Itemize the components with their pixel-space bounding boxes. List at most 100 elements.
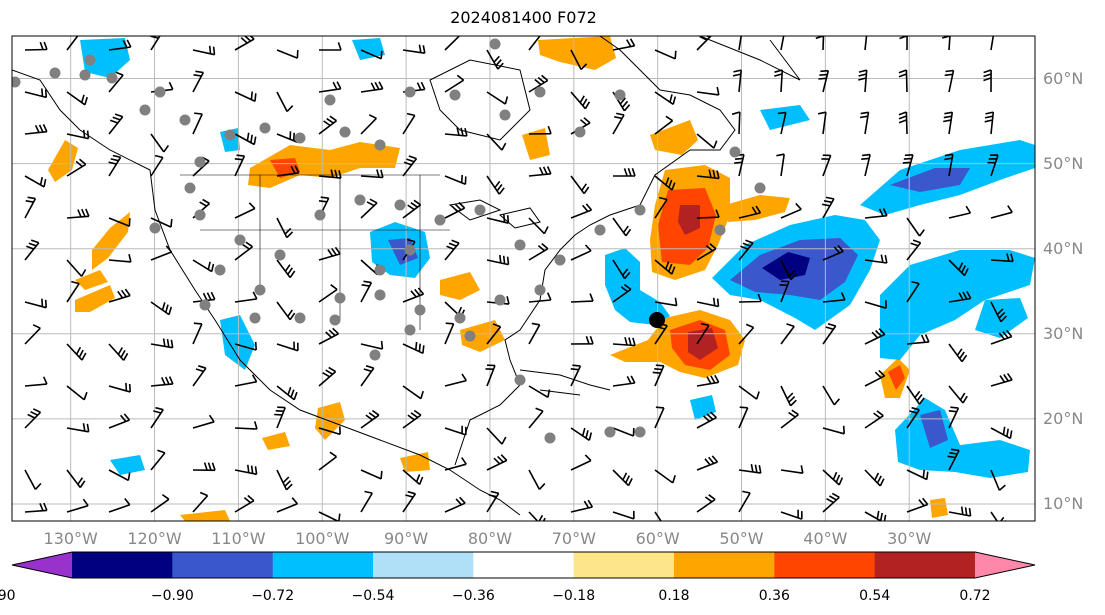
anomaly-blob xyxy=(688,328,718,360)
wind-barb xyxy=(818,69,830,93)
wind-barb xyxy=(108,469,131,482)
wind-barb xyxy=(486,214,510,224)
wind-barb xyxy=(654,175,676,191)
wind-barb xyxy=(192,70,205,93)
wind-barb xyxy=(780,509,803,520)
wind-barb xyxy=(990,426,1013,440)
wind-barb xyxy=(948,343,968,363)
wind-barb xyxy=(906,334,930,345)
wind-barb xyxy=(696,133,718,149)
wind-barb xyxy=(864,469,885,487)
wind-barb xyxy=(612,168,636,177)
station-marker xyxy=(154,86,166,98)
wind-barb xyxy=(696,242,717,261)
station-marker xyxy=(534,86,546,98)
wind-barb xyxy=(150,449,166,471)
wind-barb xyxy=(66,129,90,140)
anomaly-blob xyxy=(522,128,550,160)
wind-barb xyxy=(864,510,887,521)
anomaly-blob xyxy=(888,365,905,390)
wind-barb xyxy=(528,166,552,177)
wind-barb xyxy=(738,323,755,345)
lon-label: 40°W xyxy=(803,529,848,548)
wind-barb xyxy=(486,427,507,445)
wind-barb xyxy=(738,293,762,303)
wind-barb xyxy=(990,36,995,51)
wind-barb xyxy=(444,239,460,261)
wind-barb xyxy=(570,175,590,195)
wind-barb xyxy=(276,165,300,177)
station-marker xyxy=(754,182,766,194)
wind-barb xyxy=(898,111,908,135)
station-marker xyxy=(324,94,336,106)
anomaly-blob xyxy=(440,272,480,300)
wind-barb xyxy=(360,169,384,179)
station-marker xyxy=(374,264,386,276)
colorbar-tick-label: −0.90 xyxy=(150,588,194,604)
wind-barb xyxy=(822,469,844,486)
wind-barb xyxy=(906,406,920,429)
wind-barb xyxy=(528,217,549,235)
station-marker xyxy=(449,89,461,101)
station-marker xyxy=(254,284,266,296)
wind-barb xyxy=(402,155,418,177)
wind-barb xyxy=(738,406,749,429)
lat-label: 40°N xyxy=(1043,238,1084,258)
wind-barb xyxy=(528,385,551,398)
wind-barb xyxy=(402,44,426,54)
wind-barb xyxy=(318,451,337,471)
us-state-borders xyxy=(180,174,450,330)
wind-barb xyxy=(444,373,467,387)
wind-barb xyxy=(944,69,955,93)
wind-barb xyxy=(444,457,467,471)
wind-barb xyxy=(612,38,636,51)
wind-barb xyxy=(948,205,972,219)
wind-barb xyxy=(24,88,48,99)
wind-barb xyxy=(612,510,635,520)
station-marker xyxy=(12,76,21,88)
wind-barb xyxy=(150,133,170,153)
wind-barb xyxy=(66,343,87,361)
wind-barb xyxy=(192,491,209,513)
wind-barb xyxy=(234,374,258,387)
lon-label: 100°W xyxy=(295,529,350,548)
wind-barb xyxy=(780,323,795,345)
wind-barb xyxy=(780,465,804,474)
wind-barb xyxy=(990,205,1013,219)
anomaly-blob xyxy=(975,298,1028,338)
wind-barb xyxy=(864,410,884,429)
wind-barb xyxy=(906,239,922,261)
wind-barb xyxy=(150,406,164,429)
wind-barb xyxy=(234,291,258,303)
wind-barb xyxy=(612,217,632,237)
wind-barb xyxy=(360,469,383,480)
colorbar xyxy=(11,551,1036,579)
wind-barb xyxy=(360,409,380,429)
wind-barb xyxy=(108,217,131,227)
wind-barb xyxy=(66,91,88,106)
wind-barb xyxy=(822,425,845,435)
anomaly-blob xyxy=(220,315,255,370)
wind-barb xyxy=(24,41,48,51)
station-marker xyxy=(414,304,426,316)
wind-barb xyxy=(696,411,717,429)
wind-barb xyxy=(192,112,203,135)
colorbar-tick-label: −0.54 xyxy=(351,588,395,604)
wind-barb xyxy=(906,280,920,303)
station-marker xyxy=(634,426,646,438)
wind-barb xyxy=(899,36,908,51)
map-title: 2024081400 F072 xyxy=(450,8,597,27)
wind-barb xyxy=(528,292,552,303)
wind-barb xyxy=(864,254,888,264)
wind-barb xyxy=(570,336,594,345)
wind-barb xyxy=(234,494,255,513)
station-marker xyxy=(314,209,326,221)
wind-barb xyxy=(486,323,502,345)
station-marker xyxy=(574,126,586,138)
wind-barb xyxy=(66,36,79,51)
colorbar-segment xyxy=(473,552,575,578)
wind-barb xyxy=(948,506,972,517)
station-marker xyxy=(234,234,246,246)
wind-barb xyxy=(150,493,170,513)
wind-barb xyxy=(738,36,742,51)
